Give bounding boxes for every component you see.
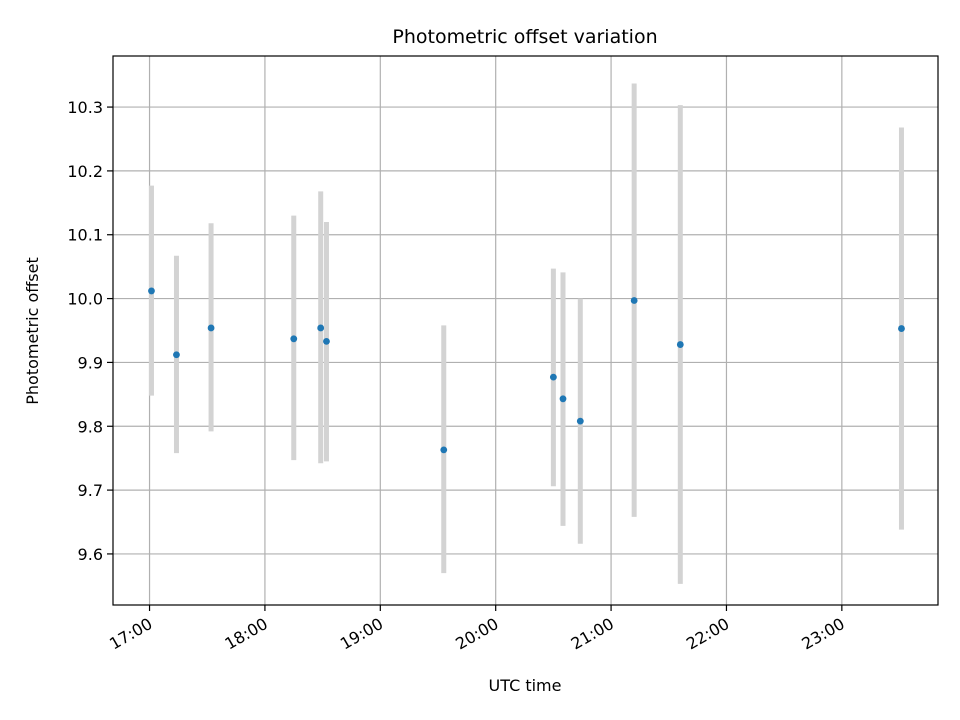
data-point <box>323 337 330 345</box>
x-axis-title: UTC time <box>489 676 562 695</box>
data-point <box>576 417 584 425</box>
plot-frame <box>112 55 939 606</box>
data-point <box>559 395 567 403</box>
y-tick-label: 9.7 <box>78 481 103 500</box>
y-tick-label: 10.1 <box>67 226 103 245</box>
x-tick-label: 21:00 <box>568 614 617 654</box>
data-point <box>148 287 155 295</box>
x-tick-label: 19:00 <box>337 614 386 654</box>
data-point <box>290 335 298 343</box>
y-axis-ticks: 9.6 9.7 9.8 9.9 10.0 10.1 10.2 10.3 <box>67 98 113 564</box>
y-tick-label: 9.6 <box>78 545 103 564</box>
y-tick-label: 9.8 <box>78 417 103 436</box>
x-tick-label: 18:00 <box>221 614 270 654</box>
x-tick-label: 23:00 <box>798 614 847 654</box>
data-point <box>317 324 325 332</box>
y-tick-label: 10.3 <box>67 98 103 117</box>
data-points <box>148 287 905 454</box>
data-point <box>898 325 905 332</box>
x-tick-label: 17:00 <box>106 614 155 654</box>
x-tick-label: 22:00 <box>683 614 732 654</box>
data-point <box>207 324 215 332</box>
y-tick-label: 10.0 <box>67 290 103 309</box>
x-tick-label: 20:00 <box>452 614 501 654</box>
data-point <box>630 297 638 304</box>
error-bars <box>148 83 904 584</box>
y-axis-title: Photometric offset <box>23 257 42 405</box>
data-point <box>676 341 684 348</box>
data-point <box>549 373 557 381</box>
y-tick-label: 10.2 <box>67 162 103 181</box>
data-point <box>440 446 448 454</box>
data-point <box>173 351 180 359</box>
grid <box>113 56 938 605</box>
y-tick-label: 9.9 <box>78 353 103 372</box>
chart-title: Photometric offset variation <box>392 26 657 48</box>
x-axis-ticks: 17:00 18:00 19:00 20:00 21:00 22:00 23:00 <box>106 605 848 654</box>
